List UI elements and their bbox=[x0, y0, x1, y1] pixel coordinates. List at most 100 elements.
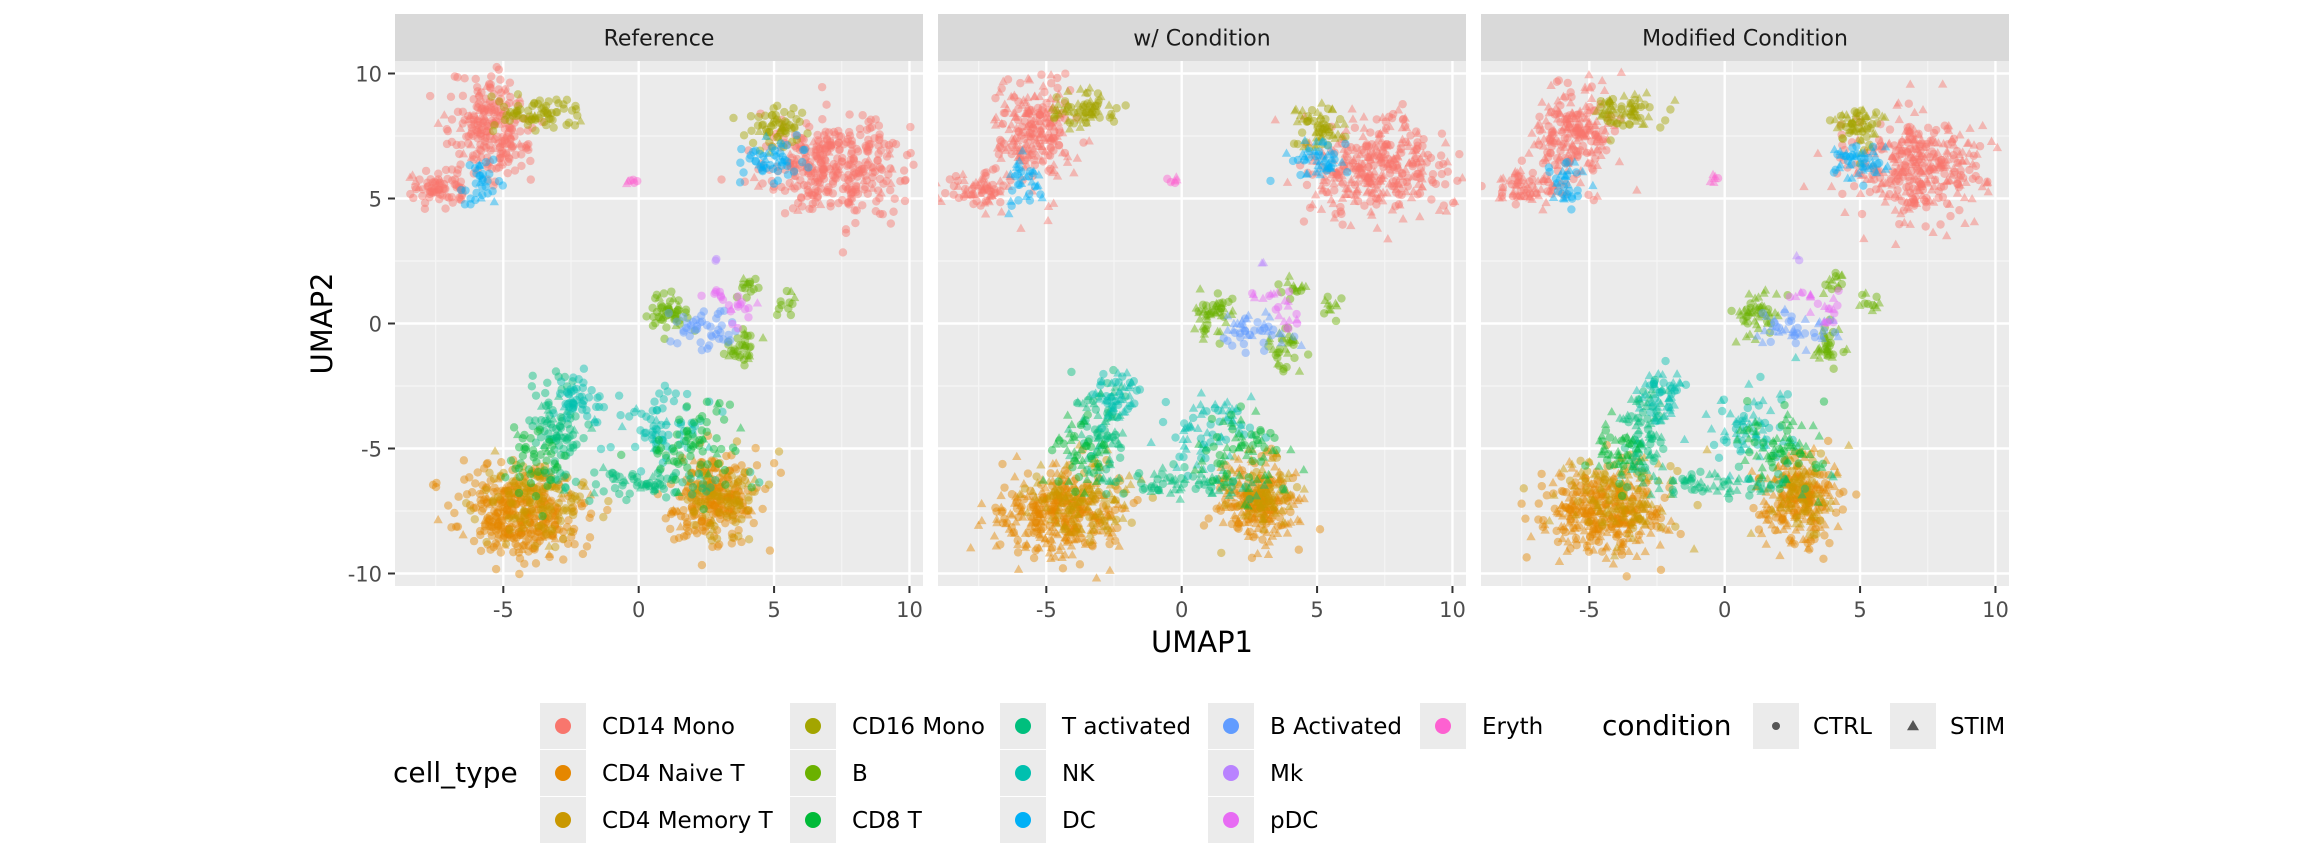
point-ctrl bbox=[1078, 102, 1088, 112]
point-ctrl bbox=[504, 481, 514, 490]
point-ctrl bbox=[685, 493, 695, 502]
point-stim bbox=[1264, 514, 1274, 524]
point-ctrl bbox=[502, 533, 511, 543]
point-ctrl bbox=[548, 508, 558, 518]
point-ctrl bbox=[651, 318, 660, 328]
point-ctrl bbox=[507, 504, 517, 514]
point-ctrl bbox=[1067, 505, 1076, 515]
point-ctrl bbox=[507, 124, 517, 133]
point-ctrl bbox=[744, 496, 753, 505]
point-stim bbox=[1010, 472, 1020, 481]
point-ctrl bbox=[668, 506, 677, 516]
point-stim bbox=[1046, 514, 1056, 524]
point-stim bbox=[1006, 120, 1016, 129]
point-ctrl bbox=[1233, 523, 1242, 532]
point-ctrl bbox=[762, 131, 772, 141]
point-ctrl bbox=[494, 518, 503, 527]
point-ctrl bbox=[710, 464, 720, 473]
point-stim bbox=[1096, 91, 1106, 101]
point-stim bbox=[1401, 122, 1412, 132]
point-stim bbox=[1071, 455, 1081, 465]
point-ctrl bbox=[583, 412, 592, 421]
point-stim bbox=[1512, 168, 1523, 177]
point-stim bbox=[1092, 519, 1102, 528]
point-ctrl bbox=[707, 536, 716, 545]
point-ctrl bbox=[448, 176, 457, 185]
point-ctrl bbox=[490, 506, 499, 516]
point-stim bbox=[1263, 488, 1273, 497]
point-ctrl bbox=[747, 126, 756, 136]
point-ctrl bbox=[1268, 495, 1277, 505]
point-stim bbox=[1034, 91, 1045, 101]
point-ctrl bbox=[691, 325, 701, 335]
point-ctrl bbox=[513, 490, 522, 499]
point-ctrl bbox=[494, 508, 503, 517]
point-ctrl bbox=[873, 156, 882, 165]
point-ctrl bbox=[688, 505, 697, 514]
point-ctrl bbox=[1548, 182, 1557, 191]
point-ctrl bbox=[434, 186, 444, 195]
point-stim bbox=[1226, 418, 1237, 427]
point-stim bbox=[1062, 157, 1073, 166]
point-ctrl bbox=[1207, 483, 1216, 492]
point-stim bbox=[1325, 305, 1336, 314]
point-ctrl bbox=[1236, 333, 1245, 342]
point-stim bbox=[1311, 137, 1322, 146]
point-ctrl bbox=[1026, 105, 1036, 115]
point-ctrl bbox=[489, 102, 499, 111]
point-ctrl bbox=[1569, 174, 1578, 184]
point-ctrl bbox=[1583, 109, 1592, 118]
point-ctrl bbox=[482, 126, 491, 136]
point-stim bbox=[1521, 179, 1531, 188]
point-stim bbox=[1098, 490, 1109, 499]
point-ctrl bbox=[1078, 505, 1088, 515]
point-stim bbox=[1017, 146, 1028, 155]
point-stim bbox=[1562, 123, 1572, 132]
point-stim bbox=[1051, 94, 1061, 103]
point-stim bbox=[1316, 111, 1326, 120]
point-ctrl bbox=[552, 108, 562, 117]
point-stim bbox=[1914, 154, 1924, 163]
point-ctrl bbox=[1339, 161, 1348, 170]
point-stim bbox=[1260, 488, 1271, 498]
point-ctrl bbox=[743, 331, 752, 341]
point-stim bbox=[1096, 376, 1107, 386]
point-ctrl bbox=[1007, 490, 1017, 499]
point-stim bbox=[1332, 167, 1342, 176]
point-ctrl bbox=[1248, 471, 1257, 481]
point-ctrl bbox=[512, 108, 522, 117]
point-ctrl bbox=[1376, 174, 1386, 184]
point-stim bbox=[1071, 484, 1081, 493]
point-ctrl bbox=[650, 397, 659, 406]
point-ctrl bbox=[801, 159, 811, 168]
point-ctrl bbox=[1910, 199, 1919, 209]
point-stim bbox=[1235, 319, 1246, 328]
point-ctrl bbox=[1036, 126, 1045, 135]
point-ctrl bbox=[732, 437, 742, 446]
point-stim bbox=[489, 143, 499, 153]
point-stim bbox=[1018, 95, 1029, 104]
point-ctrl bbox=[1080, 112, 1089, 122]
point-ctrl bbox=[501, 148, 511, 157]
point-ctrl bbox=[1052, 496, 1062, 505]
point-ctrl bbox=[536, 450, 545, 459]
point-ctrl bbox=[494, 521, 503, 531]
point-ctrl bbox=[487, 527, 496, 536]
point-ctrl bbox=[1408, 162, 1417, 171]
point-stim bbox=[1034, 141, 1045, 150]
point-ctrl bbox=[1322, 166, 1331, 175]
point-ctrl bbox=[655, 389, 664, 398]
point-ctrl bbox=[703, 344, 712, 353]
point-ctrl bbox=[505, 116, 514, 125]
point-stim bbox=[1181, 444, 1191, 453]
point-ctrl bbox=[559, 534, 568, 543]
point-ctrl bbox=[546, 505, 556, 514]
point-stim bbox=[1566, 123, 1576, 132]
point-ctrl bbox=[708, 479, 717, 489]
point-ctrl bbox=[1048, 491, 1057, 500]
point-ctrl bbox=[605, 470, 614, 479]
point-stim bbox=[1339, 134, 1349, 144]
point-ctrl bbox=[571, 477, 581, 487]
point-ctrl bbox=[1319, 120, 1328, 129]
point-ctrl bbox=[676, 511, 686, 521]
